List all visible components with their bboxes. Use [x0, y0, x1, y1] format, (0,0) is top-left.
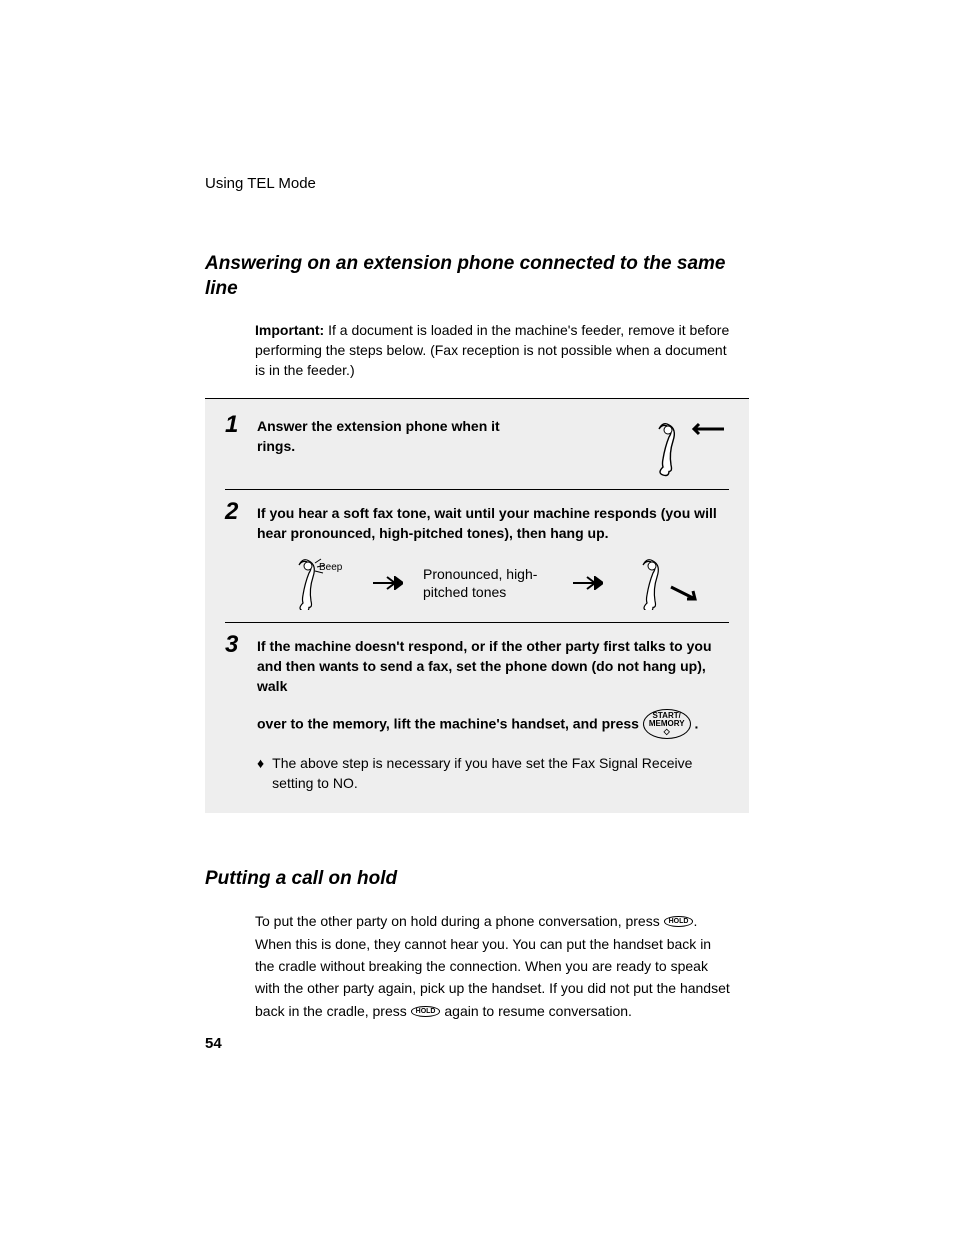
step-3-line1: If the machine doesn't respond, or if th…: [257, 638, 712, 693]
hold-p3: again to resume conversation.: [440, 1003, 631, 1019]
step-3-bullet: ♦ The above step is necessary if you hav…: [257, 754, 729, 793]
step-2: 2 If you hear a soft fax tone, wait unti…: [225, 500, 729, 610]
important-label: Important:: [255, 322, 324, 338]
section-label: Using TEL Mode: [205, 175, 749, 192]
step-3-bullet-text: The above step is necessary if you have …: [272, 754, 729, 793]
step-1-number: 1: [225, 413, 245, 437]
step-3-line2a: over to the memory, lift the machine's h…: [257, 716, 643, 732]
step-2-number: 2: [225, 500, 245, 524]
handset-lift-icon: [639, 417, 729, 477]
heading-answering: Answering on an extension phone connecte…: [205, 252, 749, 301]
step-2-diagram: Beep Pronounced, high-pitched tones: [257, 555, 729, 610]
hold-button-icon: HOLD: [411, 1006, 441, 1017]
heading-hold: Putting a call on hold: [205, 868, 749, 890]
divider: [225, 489, 729, 490]
step-3: 3 If the machine doesn't respond, or if …: [225, 633, 729, 793]
step-3-line2b: .: [694, 716, 698, 732]
step-3-number: 3: [225, 633, 245, 657]
step-1: 1 Answer the extension phone when it rin…: [225, 413, 729, 477]
handset-beep-icon: Beep: [283, 555, 353, 610]
important-text: If a document is loaded in the machine's…: [255, 322, 729, 377]
bullet-icon: ♦: [257, 754, 264, 793]
step-1-text: Answer the extension phone when it rings…: [257, 417, 507, 456]
hold-p1: To put the other party on hold during a …: [255, 913, 664, 929]
arrow-right-icon: [373, 576, 403, 590]
divider: [225, 622, 729, 623]
beep-label: Beep: [319, 561, 342, 575]
step-2-text: If you hear a soft fax tone, wait until …: [257, 505, 717, 541]
handset-hangup-icon: [623, 555, 703, 610]
tones-label: Pronounced, high-pitched tones: [423, 565, 553, 601]
important-note: Important: If a document is loaded in th…: [255, 321, 734, 380]
arrow-right-icon: [573, 576, 603, 590]
start-memory-button-icon: START/MEMORY◇: [643, 709, 691, 739]
phone-pickup-illustration: [639, 417, 729, 477]
page-number: 54: [205, 1035, 222, 1052]
hold-button-icon: HOLD: [664, 916, 694, 927]
hold-paragraph: To put the other party on hold during a …: [255, 910, 734, 1022]
steps-container: 1 Answer the extension phone when it rin…: [205, 399, 749, 813]
